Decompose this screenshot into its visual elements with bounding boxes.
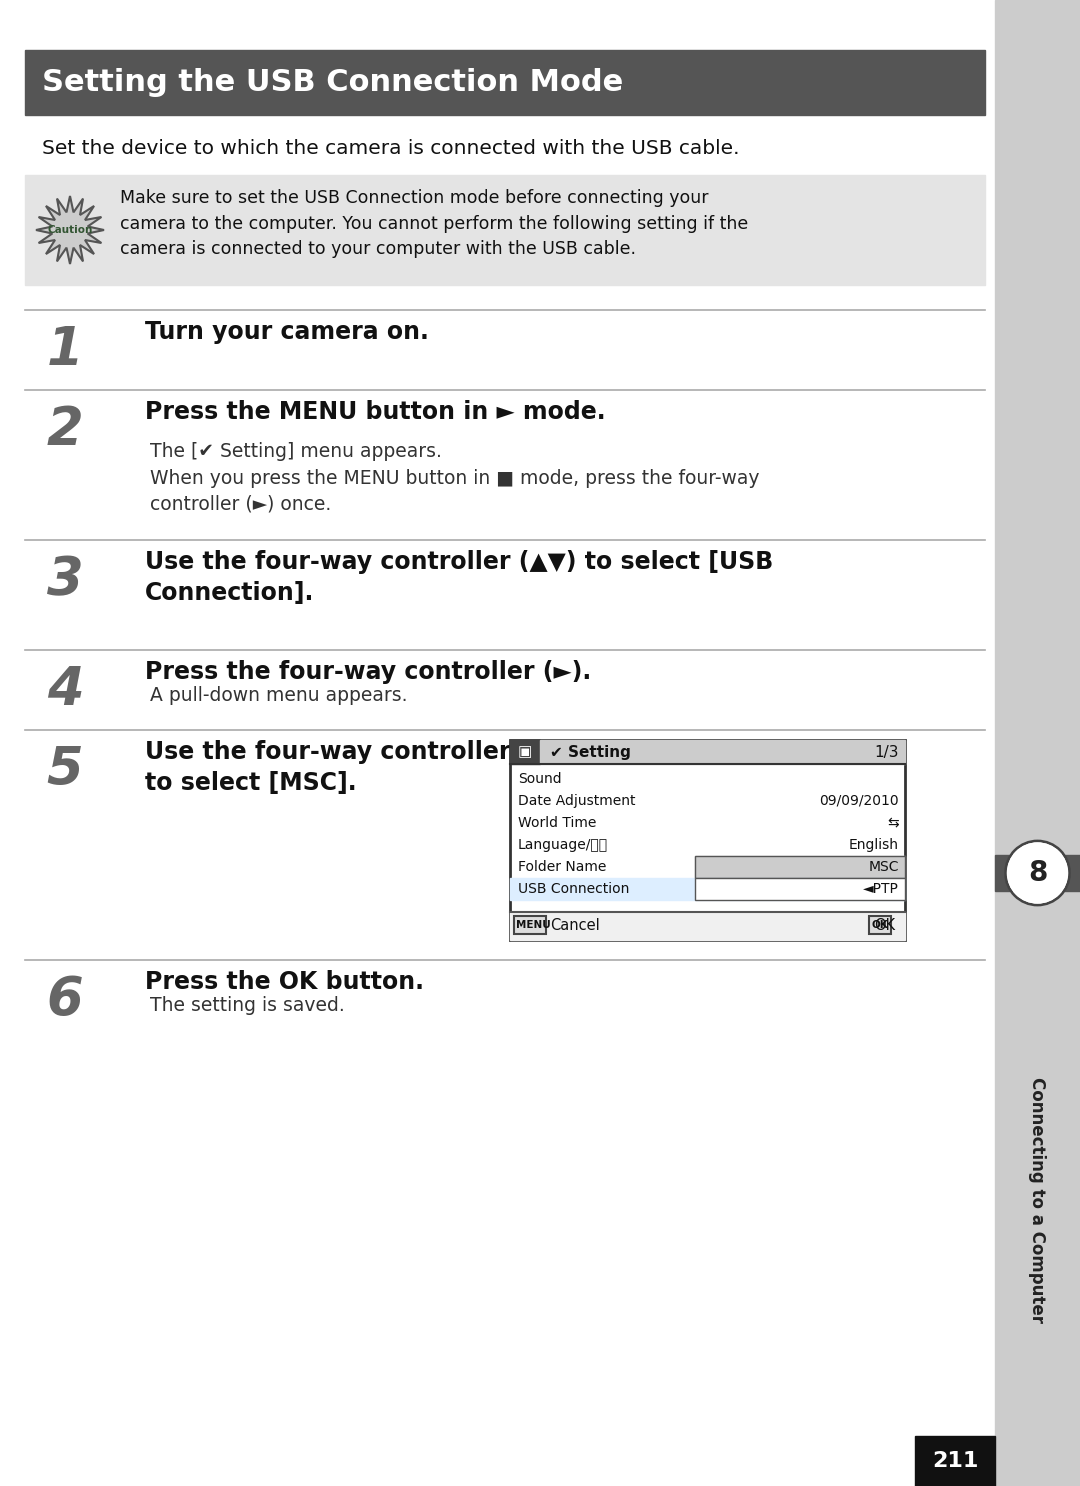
Text: 211: 211 — [932, 1450, 978, 1471]
Text: OK: OK — [870, 920, 888, 930]
Text: Press the MENU button in ► mode.: Press the MENU button in ► mode. — [145, 400, 606, 424]
Text: Cancel: Cancel — [550, 918, 599, 933]
Polygon shape — [36, 196, 104, 265]
Text: Press the four-way controller (►).: Press the four-way controller (►). — [145, 660, 591, 684]
Text: 1: 1 — [46, 324, 83, 376]
Text: The setting is saved.: The setting is saved. — [150, 996, 345, 1015]
Text: 2: 2 — [46, 404, 83, 456]
Text: 8: 8 — [1028, 859, 1048, 887]
FancyBboxPatch shape — [514, 915, 546, 935]
Text: OK: OK — [874, 918, 895, 933]
Bar — [510, 740, 540, 764]
Text: Sound: Sound — [518, 773, 562, 786]
Text: MENU: MENU — [516, 920, 551, 930]
Bar — [25, 51, 985, 114]
Text: Make sure to set the USB Connection mode before connecting your
camera to the co: Make sure to set the USB Connection mode… — [120, 189, 748, 259]
Bar — [915, 1435, 995, 1486]
Text: The [✔ Setting] menu appears.
When you press the MENU button in ■ mode, press th: The [✔ Setting] menu appears. When you p… — [150, 441, 759, 514]
Bar — [696, 856, 905, 878]
Bar — [510, 878, 905, 901]
Bar — [25, 175, 985, 285]
Text: World Time: World Time — [518, 816, 596, 831]
Text: 6: 6 — [46, 973, 83, 1025]
Text: Connecting to a Computer: Connecting to a Computer — [1028, 1077, 1047, 1323]
Text: 09/09/2010: 09/09/2010 — [820, 794, 899, 808]
Text: Language/言語: Language/言語 — [518, 838, 608, 851]
Bar — [995, 854, 1080, 892]
Bar — [540, 740, 905, 764]
Bar — [510, 740, 905, 941]
Text: Date Adjustment: Date Adjustment — [518, 794, 635, 808]
Text: Press the OK button.: Press the OK button. — [145, 970, 424, 994]
Circle shape — [1008, 843, 1067, 903]
Text: 8: 8 — [1028, 859, 1048, 887]
Text: Use the four-way controller (▲▼) to select [USB
Connection].: Use the four-way controller (▲▼) to sele… — [145, 550, 773, 605]
Text: ◄PTP: ◄PTP — [863, 883, 899, 896]
Text: 1/3: 1/3 — [875, 744, 899, 759]
Text: Folder Name: Folder Name — [518, 860, 606, 874]
Bar — [995, 0, 1080, 1486]
Bar — [696, 878, 905, 901]
Text: A pull-down menu appears.: A pull-down menu appears. — [150, 687, 407, 704]
Text: ✔ Setting: ✔ Setting — [550, 744, 631, 759]
Text: English: English — [849, 838, 899, 851]
Text: Setting the USB Connection Mode: Setting the USB Connection Mode — [42, 68, 623, 97]
Text: USB Connection: USB Connection — [518, 883, 630, 896]
Text: ▣: ▣ — [517, 744, 532, 759]
Circle shape — [1005, 841, 1069, 905]
Text: ⇆: ⇆ — [888, 816, 899, 831]
Bar — [510, 912, 905, 941]
Text: 3: 3 — [46, 554, 83, 606]
FancyBboxPatch shape — [869, 915, 891, 935]
Text: 5: 5 — [46, 744, 83, 796]
Text: Turn your camera on.: Turn your camera on. — [145, 319, 429, 343]
Text: Set the device to which the camera is connected with the USB cable.: Set the device to which the camera is co… — [42, 138, 740, 158]
Text: 4: 4 — [46, 664, 83, 716]
Text: Caution: Caution — [48, 224, 93, 235]
Bar — [696, 856, 905, 878]
Text: MSC: MSC — [868, 860, 899, 874]
Text: Use the four-way controller (▲▼)
to select [MSC].: Use the four-way controller (▲▼) to sele… — [145, 740, 577, 795]
